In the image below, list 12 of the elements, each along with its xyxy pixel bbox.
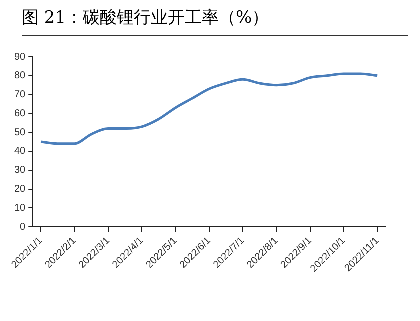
y-tick-label: 80 [14, 70, 26, 82]
y-tick-label: 60 [14, 108, 26, 120]
y-tick-label: 40 [14, 146, 26, 158]
y-tick-label: 20 [14, 184, 26, 196]
chart-title: 图 21：碳酸锂行业开工率（%） [22, 6, 408, 36]
y-tick-label: 70 [14, 90, 26, 101]
y-tick-label: 90 [14, 52, 26, 63]
line-series [40, 72, 379, 146]
y-tick-label: 50 [14, 127, 26, 138]
y-tick-label: 0 [20, 222, 26, 233]
y-tick-label: 30 [14, 165, 26, 176]
y-tick-label: 10 [14, 202, 26, 214]
